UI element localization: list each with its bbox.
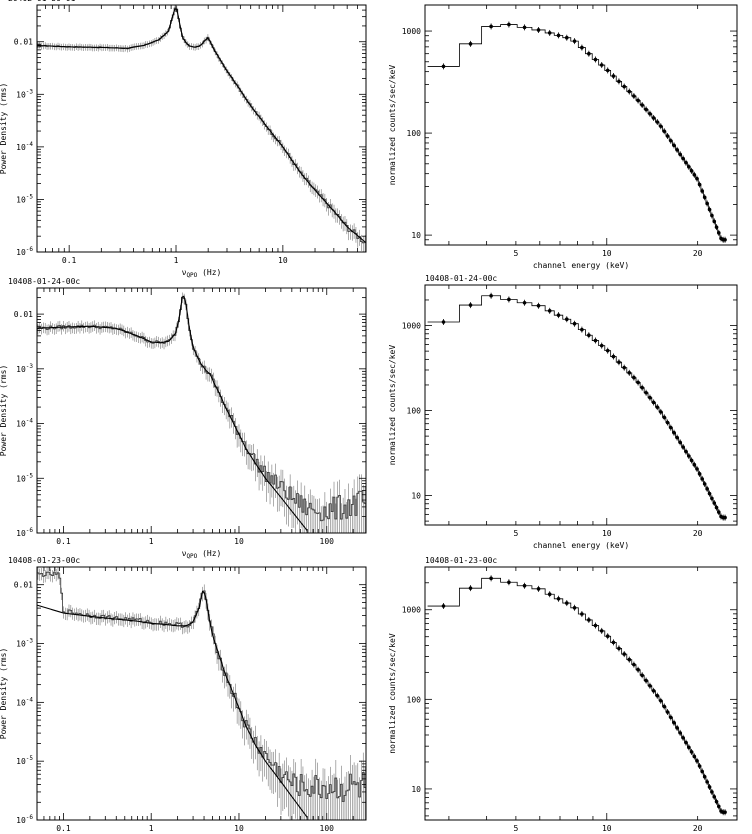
spectrum-model-histogram [427, 295, 726, 518]
y-tick-label: 10-4 [16, 141, 33, 152]
plot-frame [36, 287, 367, 534]
y-axis-label: normalized counts/sec/keV [388, 65, 397, 186]
plot-frame [36, 4, 367, 253]
pds-data-histogram [37, 296, 366, 522]
x-axis-label: νQPO (Hz) [182, 268, 222, 279]
y-tick-label: 0.01 [14, 38, 33, 47]
y-tick-label: 10-4 [16, 418, 33, 429]
y-tick-label: 10-4 [16, 696, 33, 707]
x-tick-label: 10 [602, 529, 612, 538]
y-tick-label: 0.01 [14, 581, 33, 590]
plot-frame [424, 284, 738, 526]
x-tick-label: 20 [693, 824, 703, 833]
x-axis-label: νQPO (Hz) [182, 549, 222, 560]
x-tick-label: 10 [602, 249, 612, 258]
pds-model-line [36, 8, 367, 244]
x-tick-label: 20 [693, 529, 703, 538]
x-tick-label: 0.1 [62, 256, 77, 265]
y-tick-label: 100 [407, 129, 422, 138]
y-tick-label: 10-5 [16, 755, 33, 766]
x-tick-label: 1 [174, 256, 179, 265]
y-tick-label: 100 [407, 695, 422, 704]
y-tick-label: 10-3 [16, 88, 33, 99]
y-tick-label: 100 [407, 407, 422, 416]
x-tick-label: 0.1 [56, 537, 71, 546]
x-axis-label: channel energy (keV) [533, 541, 629, 550]
obsid-label: 10408-01-23-00c [425, 556, 497, 565]
y-tick-label: 10-5 [16, 472, 33, 483]
x-tick-label: 1 [149, 824, 154, 833]
y-tick-label: 10 [411, 492, 421, 501]
chart-panel-2: 5 10 20 1000 100 10 channel energy (keV) normal… [388, 4, 738, 270]
y-axis-label: Power Density (rms) [0, 83, 8, 175]
y-tick-label: 10-3 [16, 363, 33, 374]
y-tick-label: 10-5 [16, 193, 33, 204]
y-tick-label: 10 [411, 785, 421, 794]
y-tick-label: 10-6 [16, 814, 33, 825]
x-axis-label: channel energy (keV) [533, 261, 629, 270]
x-tick-label: 20 [693, 249, 703, 258]
y-tick-label: 1000 [402, 27, 421, 36]
pds-model-line [36, 590, 308, 818]
x-tick-label: 100 [320, 537, 335, 546]
x-tick-label: 5 [513, 249, 518, 258]
y-tick-label: 10 [411, 231, 421, 240]
x-tick-label: 10 [278, 256, 288, 265]
obsid-label: 20402-01-50-01 [8, 0, 76, 3]
x-tick-label: 10 [234, 537, 244, 546]
y-axis-label: normalized counts/sec/keV [388, 633, 397, 754]
x-tick-label: 5 [513, 824, 518, 833]
x-tick-label: 100 [320, 824, 335, 833]
x-tick-label: 10 [234, 824, 244, 833]
y-tick-label: 1000 [402, 322, 421, 331]
x-tick-label: 1 [149, 537, 154, 546]
y-tick-label: 10-6 [16, 246, 33, 257]
x-tick-label: 10 [602, 824, 612, 833]
y-axis-label: Power Density (rms) [0, 648, 8, 740]
pds-model-line [36, 295, 308, 532]
obsid-label: 10408-01-23-00c [8, 556, 80, 565]
obsid-label: 10408-01-24-00c [8, 277, 80, 286]
y-axis-label: normalized counts/sec/keV [388, 345, 397, 466]
y-tick-label: 10-6 [16, 527, 33, 538]
y-axis-label: Power Density (rms) [0, 365, 8, 457]
y-tick-label: 0.01 [14, 310, 33, 319]
plot-frame [424, 566, 738, 821]
obsid-label: 10408-01-24-00c [425, 274, 497, 283]
x-tick-label: 5 [513, 529, 518, 538]
pds-data-histogram [37, 571, 366, 802]
chart-panel-4: 5 10 20 1000 100 10 channel energy (keV) normal… [388, 274, 738, 550]
spectrum-model-histogram [427, 577, 726, 813]
x-tick-label: 0.1 [56, 824, 71, 833]
y-tick-label: 10-3 [16, 638, 33, 649]
y-tick-label: 1000 [402, 606, 421, 615]
spectrum-model-histogram [427, 24, 726, 241]
chart-panel-1: 0.1 1 10 0.01 10-3 10-4 10-5 10-6 νQPO (Hz) Power… [0, 0, 367, 279]
chart-panel-3: 0.1 1 10 100 0.01 10-3 10-4 10-5 10-6 νQPO (Hz) Po… [0, 277, 367, 560]
pds-data-histogram [37, 7, 366, 244]
plot-frame [424, 4, 738, 246]
plot-frame [36, 566, 367, 821]
